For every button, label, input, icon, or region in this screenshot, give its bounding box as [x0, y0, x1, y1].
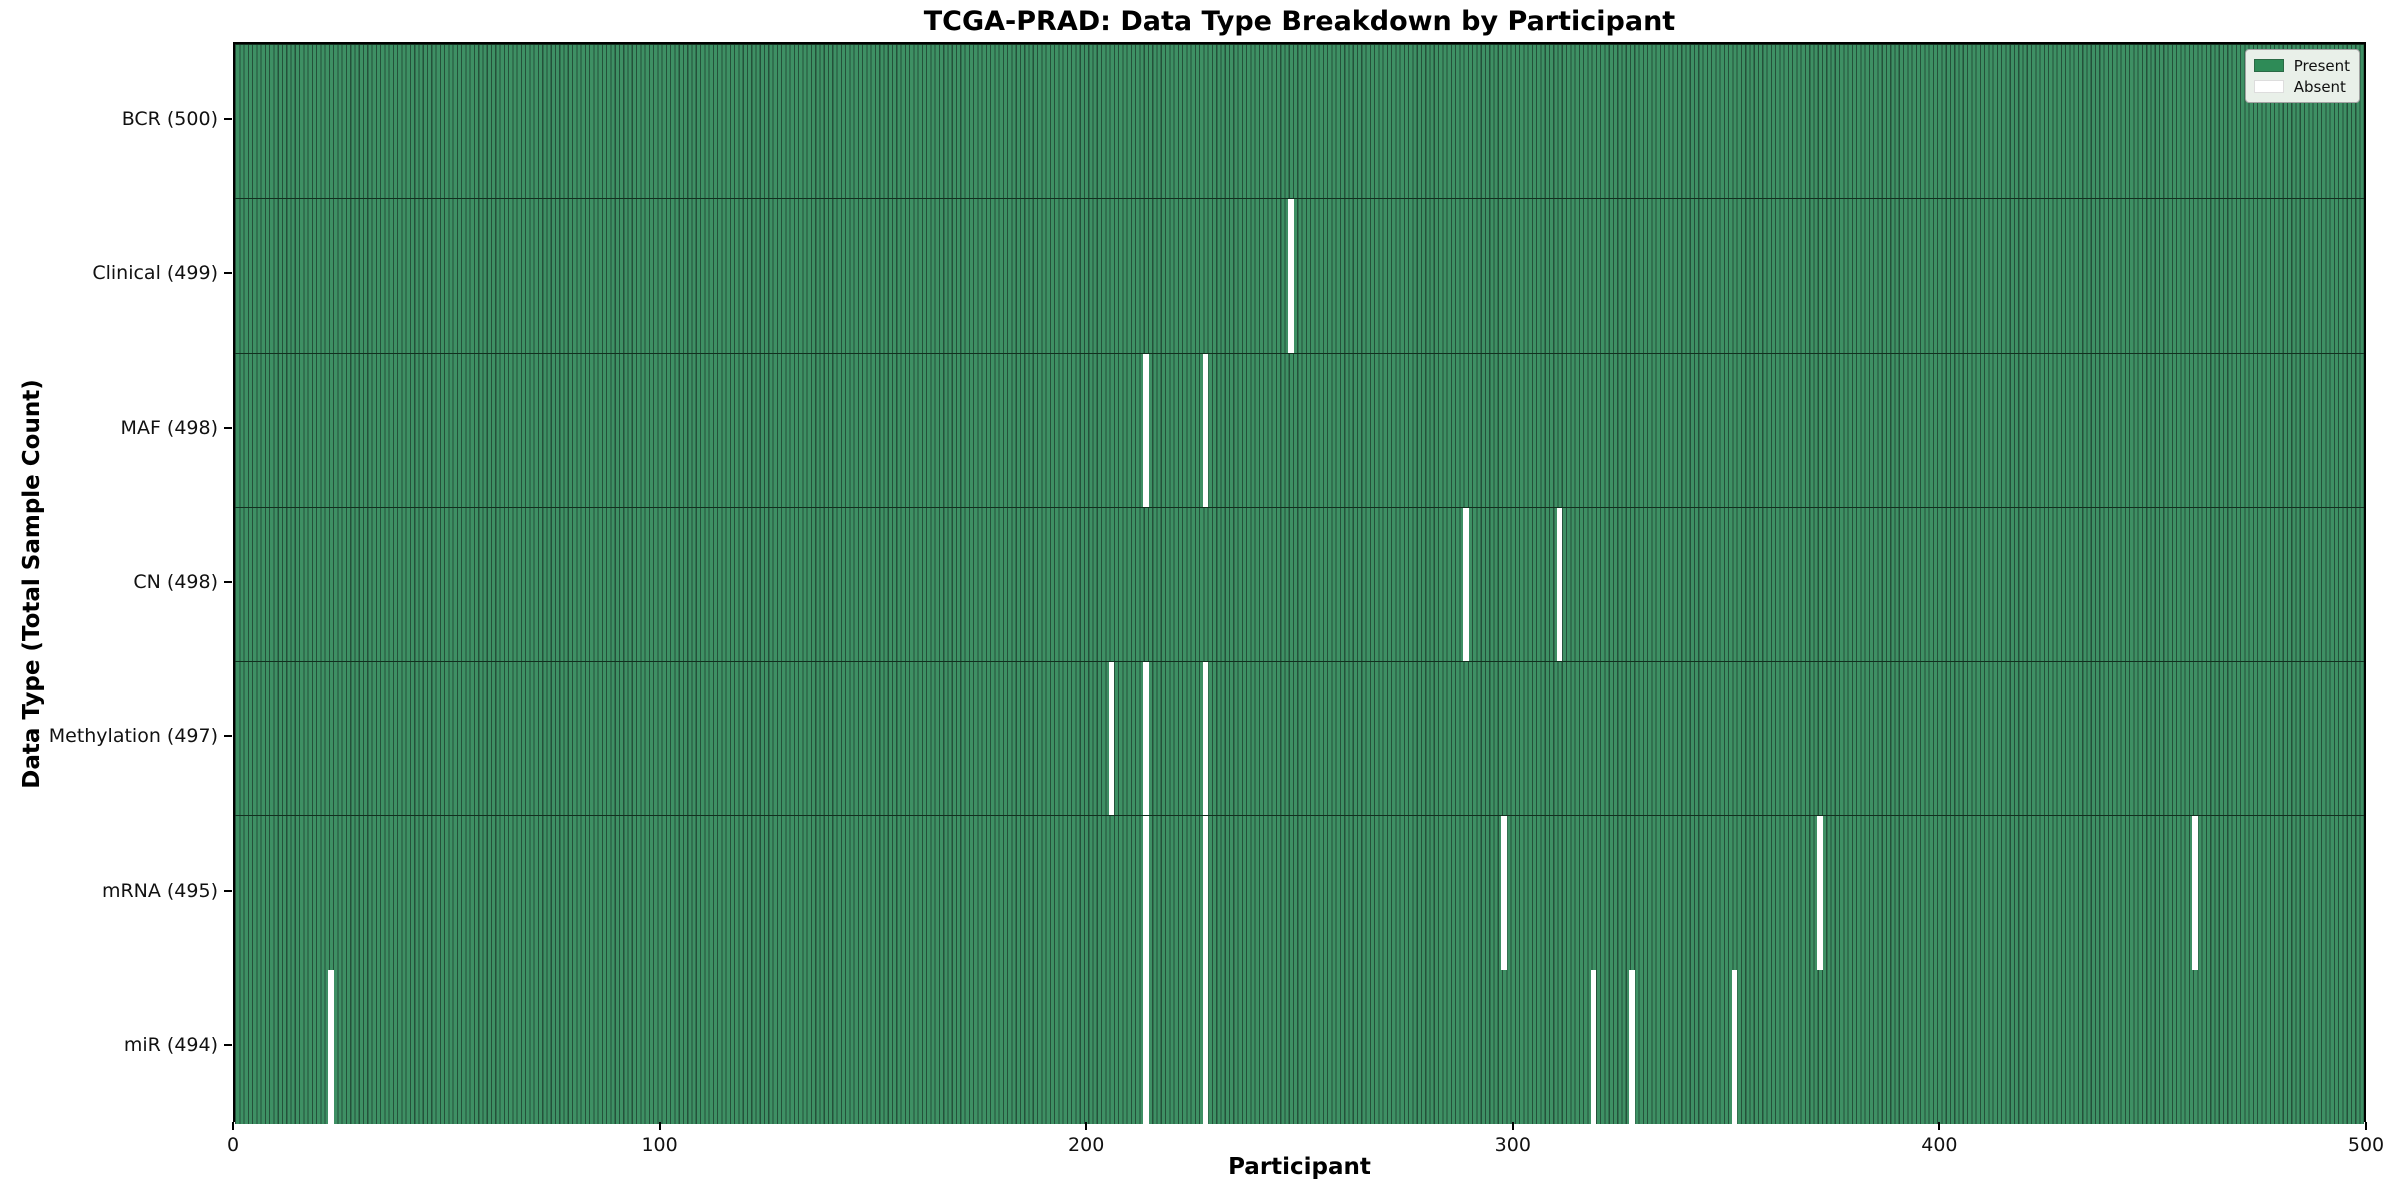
y-tick-mark — [224, 889, 232, 892]
y-tick-label-bcr: BCR (500) — [121, 108, 218, 131]
y-tick-mark — [224, 735, 232, 738]
legend-item-present: Present — [2253, 55, 2350, 76]
y-tick-mark — [224, 581, 232, 583]
y-tick-mark — [224, 272, 232, 275]
absent-gap-methylation-213 — [1143, 662, 1149, 816]
absent-gap-maf-227 — [1202, 353, 1209, 507]
datatype-row-mir — [235, 969, 2364, 1124]
x-tick-label-0: 0 — [226, 1134, 240, 1156]
datatype-row-bcr — [235, 44, 2364, 199]
x-axis-label: Participant — [1228, 1154, 1371, 1180]
y-tick-label-mir: miR (494) — [123, 1033, 218, 1056]
datatype-row-cn — [235, 506, 2364, 662]
absent-gap-methylation-205 — [1108, 662, 1115, 816]
absent-gap-mrna-213 — [1143, 816, 1149, 970]
x-tick-mark — [1085, 1122, 1088, 1130]
legend: Present Absent — [2244, 49, 2360, 103]
y-tick-mark — [224, 118, 232, 121]
x-tick-label-300: 300 — [1494, 1134, 1531, 1156]
absent-gap-mir-22 — [328, 969, 334, 1124]
x-tick-mark — [1938, 1122, 1941, 1130]
absent-gap-mir-213 — [1143, 969, 1149, 1124]
absent-gap-mir-327 — [1629, 969, 1635, 1124]
absent-gap-mir-227 — [1202, 969, 1209, 1124]
absent-gap-cn-310 — [1556, 507, 1563, 662]
y-tick-mark — [224, 1043, 232, 1046]
datatype-row-mrna — [235, 815, 2364, 970]
y-tick-label-mrna: mRNA (495) — [101, 879, 218, 902]
absent-gap-mir-318 — [1590, 969, 1597, 1124]
absent-gap-mrna-297 — [1501, 816, 1507, 970]
x-tick-mark — [2365, 1122, 2367, 1130]
absent-gap-methylation-227 — [1202, 662, 1209, 816]
x-tick-label-200: 200 — [1068, 1134, 1105, 1156]
x-tick-label-100: 100 — [641, 1134, 678, 1156]
x-tick-label-400: 400 — [1921, 1134, 1958, 1156]
x-tick-label-500: 500 — [2347, 1134, 2385, 1156]
absent-gap-maf-213 — [1143, 353, 1149, 507]
y-tick-label-methylation: Methylation (497) — [48, 725, 218, 748]
datatype-row-maf — [235, 352, 2364, 507]
datatype-row-methylation — [235, 661, 2364, 816]
chart-title: TCGA-PRAD: Data Type Breakdown by Partic… — [923, 6, 1676, 37]
x-tick-mark — [1511, 1122, 1514, 1130]
legend-label-present: Present — [2293, 56, 2350, 75]
legend-label-absent: Absent — [2293, 77, 2346, 96]
x-tick-mark — [658, 1122, 661, 1130]
absent-gap-cn-288 — [1463, 507, 1469, 662]
absent-gap-mrna-459 — [2192, 816, 2198, 970]
plot-area: Present Absent — [233, 42, 2366, 1124]
x-tick-mark — [232, 1122, 234, 1130]
absent-gap-mrna-371 — [1817, 816, 1823, 970]
absent-gap-clinical-247 — [1288, 199, 1294, 353]
present-swatch-icon — [2253, 59, 2284, 72]
absent-gap-mir-351 — [1731, 969, 1738, 1124]
datatype-row-clinical — [235, 198, 2364, 353]
absent-gap-mrna-227 — [1202, 816, 1209, 970]
absent-swatch-icon — [2253, 80, 2284, 93]
y-tick-label-clinical: Clinical (499) — [92, 262, 218, 285]
legend-item-absent: Absent — [2253, 76, 2350, 97]
y-tick-label-maf: MAF (498) — [120, 416, 218, 439]
y-tick-mark — [224, 426, 232, 429]
y-tick-label-cn: CN (498) — [133, 571, 218, 593]
